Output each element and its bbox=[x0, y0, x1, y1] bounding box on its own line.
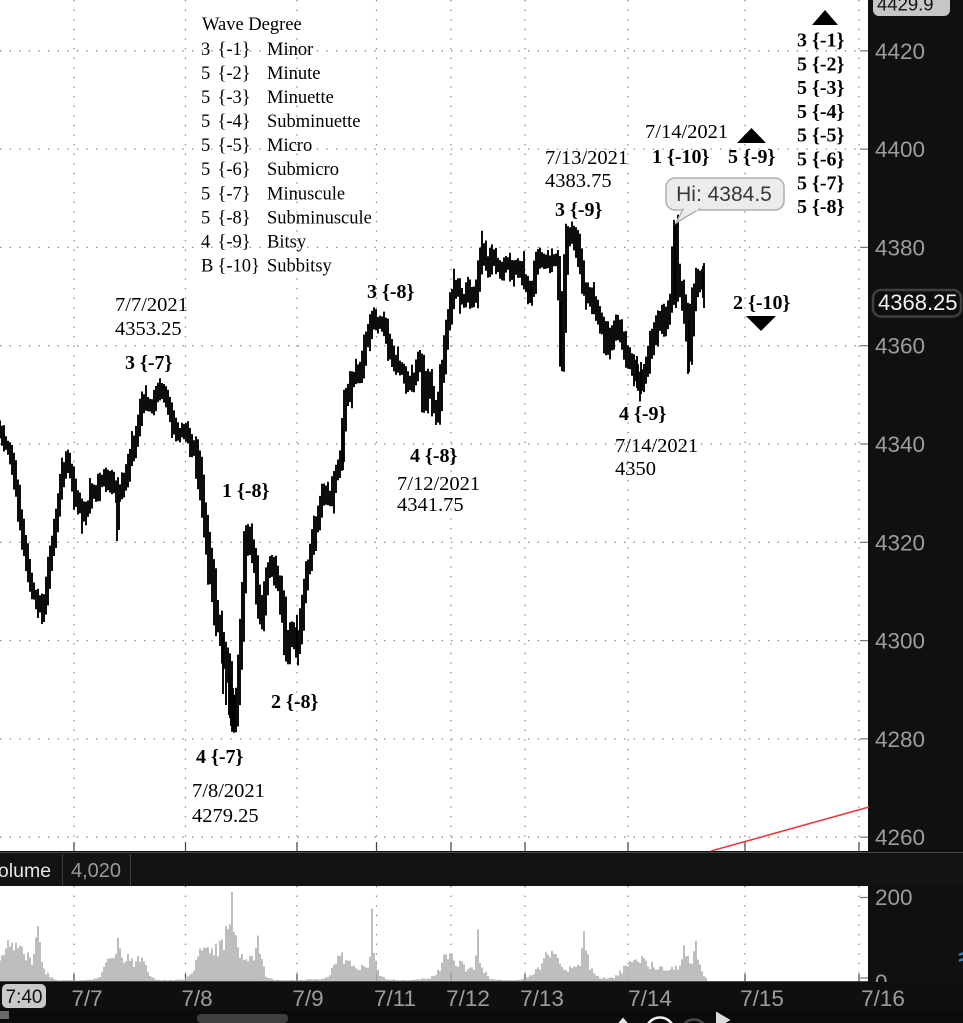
svg-text:Subminuette: Subminuette bbox=[267, 112, 361, 132]
svg-text:7/8: 7/8 bbox=[181, 986, 212, 1011]
svg-text:Hi: 4384.5: Hi: 4384.5 bbox=[676, 183, 772, 206]
svg-text:Submicro: Submicro bbox=[267, 160, 339, 180]
svg-text:5: 5 bbox=[201, 64, 210, 84]
svg-text:5 {-9}: 5 {-9} bbox=[728, 146, 776, 168]
svg-text:4350: 4350 bbox=[615, 458, 656, 480]
svg-text:4341.75: 4341.75 bbox=[397, 494, 464, 516]
svg-text:7/7/2021: 7/7/2021 bbox=[115, 294, 188, 316]
svg-text:1 {-10}: 1 {-10} bbox=[652, 146, 710, 168]
svg-text:{-7}: {-7} bbox=[218, 184, 251, 204]
svg-text:2 {-10}: 2 {-10} bbox=[733, 292, 791, 314]
svg-text:4380: 4380 bbox=[875, 235, 925, 260]
svg-text:Micro: Micro bbox=[267, 136, 312, 156]
svg-text:4280: 4280 bbox=[875, 727, 925, 752]
svg-text:{-8}: {-8} bbox=[218, 208, 251, 228]
svg-text:5 {-2}: 5 {-2} bbox=[797, 53, 845, 75]
svg-text:7:40: 7:40 bbox=[6, 987, 43, 1008]
svg-text:4368.25: 4368.25 bbox=[878, 290, 958, 315]
svg-text:5 {-3}: 5 {-3} bbox=[797, 77, 845, 99]
svg-text:4 {-8}: 4 {-8} bbox=[410, 445, 458, 467]
svg-text:4340: 4340 bbox=[875, 432, 925, 457]
svg-text:5: 5 bbox=[201, 88, 210, 108]
svg-text:Minuette: Minuette bbox=[267, 88, 334, 108]
svg-text:5 {-8}: 5 {-8} bbox=[797, 196, 845, 218]
svg-text:{-3}: {-3} bbox=[218, 88, 251, 108]
svg-text:7/13: 7/13 bbox=[520, 986, 564, 1011]
svg-text:5: 5 bbox=[201, 112, 210, 132]
svg-text:7/11: 7/11 bbox=[374, 986, 416, 1011]
svg-text:5 {-7}: 5 {-7} bbox=[797, 172, 845, 194]
svg-text:4: 4 bbox=[201, 232, 210, 252]
svg-text:{-6}: {-6} bbox=[218, 160, 251, 180]
svg-text:B: B bbox=[201, 257, 213, 277]
svg-text:2 {-8}: 2 {-8} bbox=[271, 691, 319, 713]
svg-text:5: 5 bbox=[201, 184, 210, 204]
svg-text:Subminuscule: Subminuscule bbox=[267, 208, 372, 228]
svg-text:3 {-9}: 3 {-9} bbox=[555, 199, 603, 221]
svg-text:{-4}: {-4} bbox=[218, 112, 251, 132]
svg-text:4300: 4300 bbox=[875, 629, 925, 654]
svg-text:200: 200 bbox=[875, 885, 913, 910]
svg-text:{-1}: {-1} bbox=[218, 40, 251, 60]
svg-text:4429.9: 4429.9 bbox=[877, 0, 934, 15]
svg-text:4 {-9}: 4 {-9} bbox=[619, 403, 667, 425]
svg-text:{-5}: {-5} bbox=[218, 136, 251, 156]
svg-text:4353.25: 4353.25 bbox=[115, 318, 182, 340]
svg-text:4,020: 4,020 bbox=[71, 860, 121, 882]
svg-text:4260: 4260 bbox=[875, 825, 925, 850]
svg-text:4 {-7}: 4 {-7} bbox=[196, 746, 244, 768]
svg-text:4383.75: 4383.75 bbox=[545, 170, 612, 192]
svg-text:4420: 4420 bbox=[875, 39, 925, 64]
svg-text:{-10}: {-10} bbox=[218, 257, 260, 277]
svg-text:Volume: Volume bbox=[0, 860, 51, 882]
svg-text:7/13/2021: 7/13/2021 bbox=[545, 147, 628, 169]
svg-text:Wave Degree: Wave Degree bbox=[202, 15, 302, 35]
svg-text:4360: 4360 bbox=[875, 334, 925, 359]
svg-text:5: 5 bbox=[201, 136, 210, 156]
svg-text:Bitsy: Bitsy bbox=[267, 232, 307, 252]
svg-text:Subbitsy: Subbitsy bbox=[267, 257, 333, 277]
svg-text:7/16: 7/16 bbox=[861, 986, 905, 1011]
svg-text:7/14/2021: 7/14/2021 bbox=[615, 435, 698, 457]
svg-text:7/12/2021: 7/12/2021 bbox=[397, 473, 480, 495]
svg-text:5: 5 bbox=[201, 208, 210, 228]
svg-text:3 {-8}: 3 {-8} bbox=[367, 281, 415, 303]
svg-text:3 {-1}: 3 {-1} bbox=[797, 30, 845, 52]
svg-text:4400: 4400 bbox=[875, 137, 925, 162]
svg-text:7/15: 7/15 bbox=[740, 986, 784, 1011]
svg-text:4320: 4320 bbox=[875, 530, 925, 555]
svg-text:7/12: 7/12 bbox=[446, 986, 490, 1011]
svg-text:5 {-6}: 5 {-6} bbox=[797, 149, 845, 171]
svg-text:5: 5 bbox=[201, 160, 210, 180]
svg-text:7/8/2021: 7/8/2021 bbox=[192, 780, 265, 802]
svg-text:Minuscule: Minuscule bbox=[267, 184, 345, 204]
svg-text:{-9}: {-9} bbox=[218, 232, 251, 252]
svg-text:Minor: Minor bbox=[267, 40, 313, 60]
svg-text:5 {-4}: 5 {-4} bbox=[797, 101, 845, 123]
svg-text:{-2}: {-2} bbox=[218, 64, 251, 84]
svg-text:7/14/2021: 7/14/2021 bbox=[645, 121, 728, 143]
svg-text:3 {-7}: 3 {-7} bbox=[125, 352, 173, 374]
svg-text:7/7: 7/7 bbox=[71, 986, 102, 1011]
svg-text:Minute: Minute bbox=[267, 64, 320, 84]
svg-text:7/9: 7/9 bbox=[292, 986, 323, 1011]
svg-text:3: 3 bbox=[201, 40, 210, 60]
svg-text:4279.25: 4279.25 bbox=[192, 805, 259, 827]
svg-text:7/14: 7/14 bbox=[628, 986, 672, 1011]
svg-text:1 {-8}: 1 {-8} bbox=[222, 480, 270, 502]
svg-text:5 {-5}: 5 {-5} bbox=[797, 125, 845, 147]
